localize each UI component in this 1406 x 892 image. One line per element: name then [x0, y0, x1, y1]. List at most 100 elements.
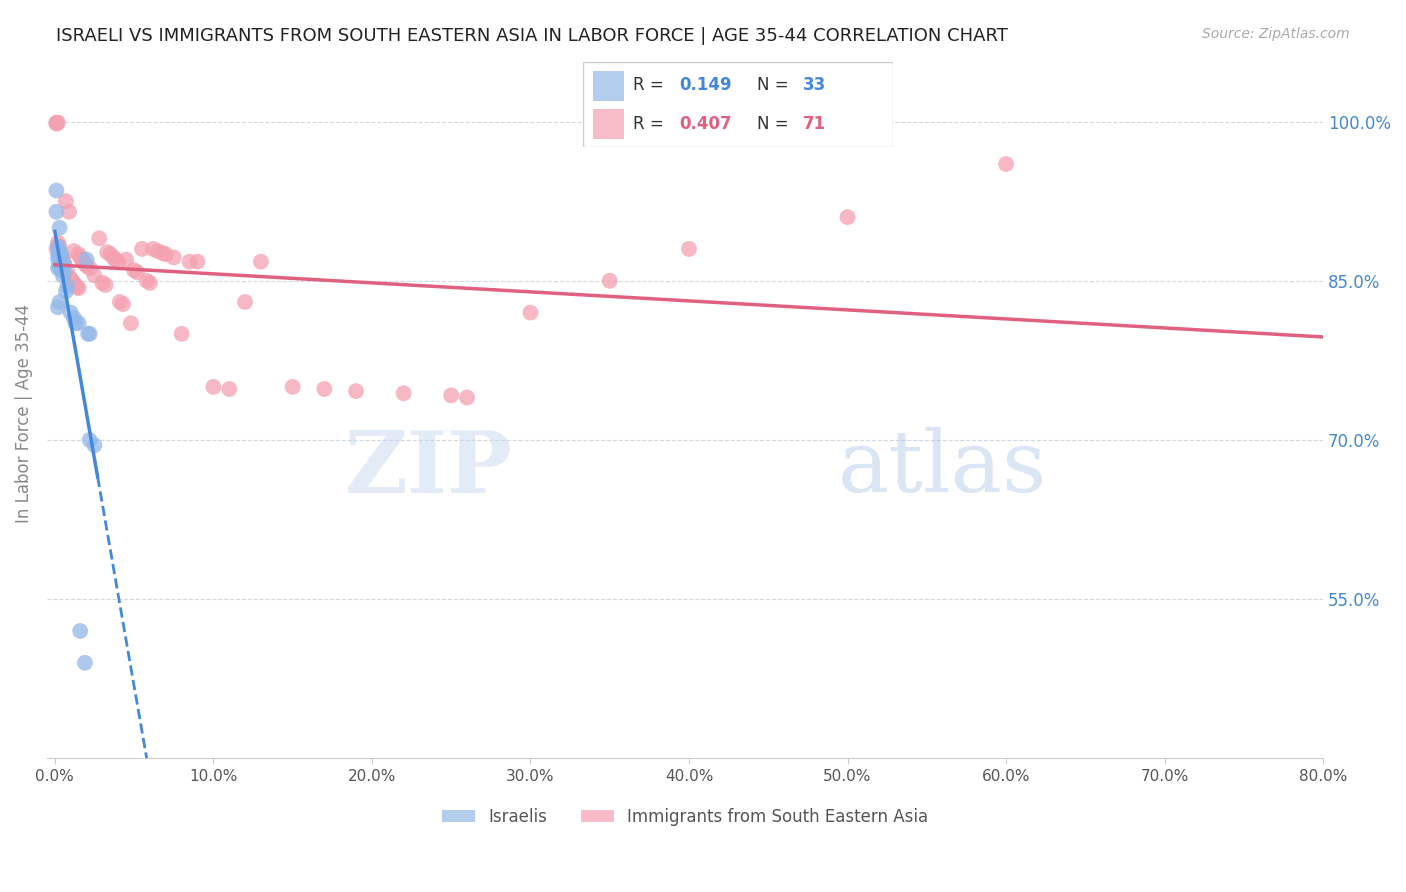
Point	[107, 254, 129, 268]
Text: ISRAELI VS IMMIGRANTS FROM SOUTH EASTERN ASIA IN LABOR FORCE | AGE 35-44 CORRELA: ISRAELI VS IMMIGRANTS FROM SOUTH EASTERN…	[56, 27, 1008, 45]
Text: atlas: atlas	[838, 427, 1047, 510]
Point	[314, 382, 336, 396]
Point	[48, 220, 70, 235]
Point	[45, 115, 67, 129]
Point	[73, 656, 96, 670]
Point	[72, 254, 94, 268]
Point	[519, 305, 541, 319]
Point	[45, 204, 67, 219]
Point	[60, 274, 83, 288]
Text: R =: R =	[633, 77, 669, 95]
Point	[76, 259, 98, 273]
Point	[53, 265, 76, 279]
Point	[89, 231, 111, 245]
Point	[55, 285, 77, 299]
Point	[250, 254, 273, 268]
Point	[45, 242, 67, 256]
Point	[46, 260, 69, 275]
Point	[45, 184, 67, 198]
Point	[56, 265, 79, 279]
Point	[48, 249, 70, 263]
Text: N =: N =	[756, 115, 793, 133]
Point	[69, 624, 91, 638]
Point	[48, 252, 70, 267]
Point	[48, 244, 70, 258]
Point	[67, 316, 90, 330]
Point	[65, 316, 87, 330]
Point	[83, 438, 105, 452]
Point	[170, 326, 193, 341]
Point	[46, 115, 69, 129]
Point	[52, 251, 75, 265]
Point	[127, 265, 149, 279]
Point	[233, 295, 256, 310]
Point	[46, 252, 69, 267]
Point	[104, 252, 127, 267]
Point	[131, 242, 153, 256]
Text: 71: 71	[803, 115, 827, 133]
Point	[281, 380, 304, 394]
Point	[202, 380, 225, 394]
Point	[135, 274, 157, 288]
Point	[142, 242, 165, 256]
Point	[76, 252, 98, 267]
Point	[440, 388, 463, 402]
Point	[79, 433, 101, 447]
Point	[79, 260, 101, 275]
FancyBboxPatch shape	[593, 71, 624, 101]
Point	[69, 251, 91, 265]
Point	[67, 281, 90, 295]
Point	[837, 210, 859, 224]
Point	[46, 240, 69, 254]
Text: ZIP: ZIP	[344, 426, 513, 510]
Point	[52, 260, 75, 275]
Point	[46, 235, 69, 250]
Point	[83, 268, 105, 283]
Point	[49, 247, 72, 261]
Point	[46, 301, 69, 315]
Point	[53, 257, 76, 271]
Point	[65, 278, 87, 293]
Point	[155, 247, 177, 261]
Point	[52, 254, 75, 268]
Point	[146, 244, 169, 258]
FancyBboxPatch shape	[593, 109, 624, 139]
Point	[103, 251, 125, 265]
Text: 33: 33	[803, 77, 827, 95]
Point	[79, 326, 101, 341]
Text: 0.407: 0.407	[679, 115, 733, 133]
Point	[77, 326, 100, 341]
Point	[73, 257, 96, 271]
Point	[49, 263, 72, 277]
Point	[63, 310, 86, 325]
Point	[678, 242, 700, 256]
Point	[59, 271, 82, 285]
Point	[96, 245, 118, 260]
Point	[98, 247, 121, 261]
Point	[52, 268, 75, 283]
Point	[456, 391, 478, 405]
Point	[995, 157, 1018, 171]
Point	[152, 246, 174, 260]
Point	[139, 276, 162, 290]
Point	[48, 260, 70, 274]
Point	[46, 238, 69, 252]
Point	[186, 254, 208, 268]
Legend: Israelis, Immigrants from South Eastern Asia: Israelis, Immigrants from South Eastern …	[434, 801, 935, 833]
Point	[48, 247, 70, 261]
Point	[179, 254, 201, 268]
Point	[59, 305, 82, 319]
Point	[67, 247, 90, 261]
Point	[108, 295, 131, 310]
Point	[66, 280, 89, 294]
Point	[392, 386, 415, 401]
Point	[218, 382, 240, 396]
Point	[49, 248, 72, 262]
Point	[120, 316, 142, 330]
Point	[58, 204, 80, 219]
Point	[56, 279, 79, 293]
Point	[70, 252, 93, 267]
Point	[115, 252, 138, 267]
Y-axis label: In Labor Force | Age 35-44: In Labor Force | Age 35-44	[15, 304, 32, 523]
Point	[49, 252, 72, 267]
